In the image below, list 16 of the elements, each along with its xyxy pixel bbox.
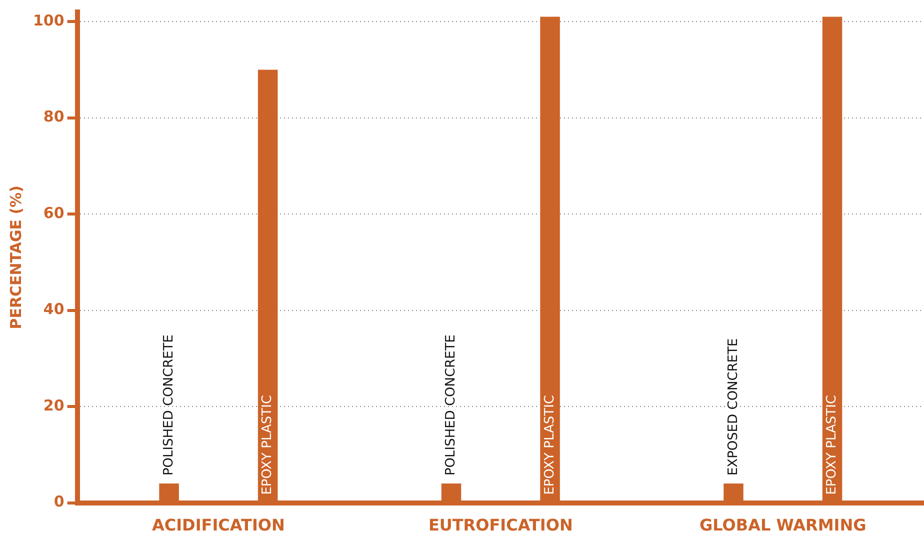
data-label: EXPOSED CONCRETE [726,338,741,476]
y-axis-title: PERCENTAGE (%) [6,186,25,330]
data-label: POLISHED CONCRETE [161,334,176,476]
y-tick-label: 60 [43,204,64,222]
x-tick-label: EUTROFICATION [428,516,573,535]
data-label: EPOXY PLASTIC [824,394,840,495]
y-tick-label: 20 [43,396,64,414]
y-tick-label: 100 [33,12,64,30]
y-tick-label: 0 [54,492,64,511]
data-label: EPOXY PLASTIC [542,394,558,495]
y-tick-label: 80 [43,108,64,126]
data-label: EPOXY PLASTIC [260,394,276,495]
x-tick-label: GLOBAL WARMING [700,516,866,535]
data-label: POLISHED CONCRETE [444,334,459,476]
y-tick-label: 40 [43,300,64,318]
x-tick-label: ACIDIFICATION [152,516,285,535]
